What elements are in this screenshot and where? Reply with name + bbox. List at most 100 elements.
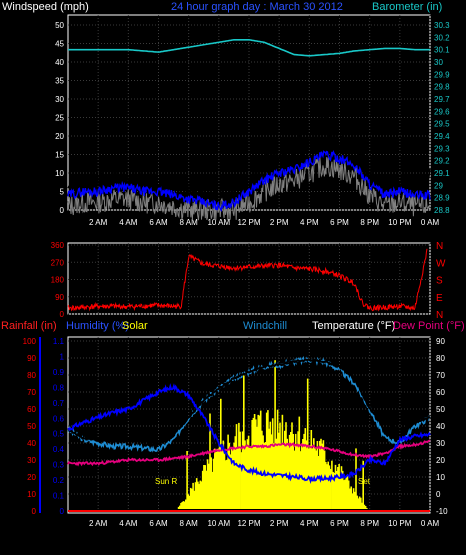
solar-bar — [223, 450, 226, 509]
humidity-tick-label: 0.8 — [53, 383, 65, 392]
solar-bar — [218, 445, 221, 509]
solar-bar — [200, 481, 203, 509]
x-tick-label: 6 PM — [330, 519, 349, 528]
x-tick-label: 4 PM — [300, 218, 319, 227]
solar-bar — [244, 440, 246, 509]
solar-bar — [179, 505, 181, 509]
windspeed-tick-label: 20 — [55, 132, 64, 141]
humidity-tick-label: 1 — [60, 352, 65, 361]
solar-bar — [189, 487, 192, 509]
solar-bar — [243, 373, 245, 509]
solar-bar — [217, 448, 220, 509]
solar-bar — [297, 431, 299, 509]
solar-bar — [209, 413, 211, 509]
solar-bar — [271, 418, 274, 509]
x-tick-label: 6 PM — [330, 218, 349, 227]
solar-bar — [344, 479, 346, 509]
x-tick-label: 0 AM — [421, 519, 440, 528]
direction-tick-label: 0 — [60, 310, 65, 319]
solar-bar — [313, 438, 315, 509]
humidity-tick-label: 0.2 — [53, 476, 65, 485]
solar-bar — [320, 438, 322, 509]
solar-label: Solar — [122, 320, 148, 332]
barometer-axis-title: Barometer (in) — [372, 1, 442, 13]
solar-bar — [362, 460, 364, 509]
solar-bar — [222, 440, 225, 509]
solar-bar — [337, 467, 339, 509]
solar-bar — [198, 483, 200, 509]
barometer-tick-label: 29.3 — [434, 144, 450, 153]
x-tick-label: 4 AM — [119, 218, 138, 227]
temperature-tick-label: 40 — [436, 422, 445, 431]
solar-bar — [229, 454, 232, 509]
humidity-tick-label: 1.1 — [53, 337, 65, 346]
solar-bar — [253, 414, 256, 509]
windspeed-tick-label: 25 — [55, 114, 64, 123]
dewpoint-line — [67, 439, 431, 467]
solar-bar — [293, 450, 296, 509]
rainfall-tick-label: 30 — [27, 456, 36, 465]
solar-bar — [366, 508, 368, 509]
solar-bar — [192, 482, 194, 509]
humidity-tick-label: 0 — [60, 507, 65, 516]
x-tick-label: 10 AM — [207, 218, 230, 227]
solar-bar — [355, 448, 357, 509]
solar-bar — [235, 424, 238, 509]
x-tick-label: 10 AM — [207, 519, 230, 528]
solar-bar — [270, 434, 273, 509]
compass-tick-label: E — [436, 293, 443, 304]
solar-bar — [230, 446, 233, 509]
solar-bar — [204, 465, 206, 509]
solar-bar — [309, 445, 311, 509]
rainfall-tick-label: 70 — [27, 388, 36, 397]
x-tick-label: 2 PM — [270, 218, 289, 227]
solar-bar — [255, 419, 257, 509]
solar-bar — [354, 491, 356, 509]
solar-bar — [345, 476, 348, 509]
direction-line — [67, 248, 428, 312]
solar-bar — [261, 430, 263, 509]
rainfall-tick-label: 90 — [27, 354, 36, 363]
x-tick-label: 2 AM — [89, 519, 108, 528]
solar-bar — [292, 434, 294, 509]
rainfall-axis-title: Rainfall (in) — [1, 320, 57, 332]
humidity-axis-title: Humidity (%) — [66, 320, 129, 332]
windchill-label: Windchill — [243, 320, 287, 332]
rainfall-tick-label: 10 — [27, 490, 36, 499]
rainfall-tick-label: 60 — [27, 405, 36, 414]
temperature-axis: 90 80 70 60 50 40 30 20 10 0 -10 — [436, 337, 448, 516]
barometer-tick-label: 30 — [434, 58, 443, 67]
solar-bar — [252, 417, 255, 509]
solar-bar — [340, 466, 343, 509]
solar-bar — [335, 471, 338, 509]
solar-bar — [180, 503, 182, 509]
solar-bar — [220, 398, 222, 509]
solar-bar — [290, 432, 292, 509]
solar-bar — [250, 445, 252, 509]
solar-bar — [364, 506, 367, 509]
x-tick-label: 0 AM — [421, 218, 440, 227]
solar-bar — [265, 412, 268, 509]
solar-bar — [286, 438, 288, 509]
solar-bar — [346, 475, 349, 509]
barometer-tick-label: 30.3 — [434, 21, 450, 30]
barometer-tick-label: 29.1 — [434, 169, 450, 178]
solar-bar — [212, 458, 215, 509]
barometer-tick-label: 29.7 — [434, 95, 450, 104]
solar-bar — [326, 464, 328, 509]
sunrise-marker: Sun R — [155, 477, 177, 486]
solar-bar — [304, 428, 307, 509]
solar-bar — [239, 431, 241, 509]
solar-bar — [280, 443, 282, 509]
solar-bar — [245, 445, 247, 509]
windspeed-tick-label: 30 — [55, 95, 64, 104]
chart-title: 24 hour graph day : March 30 2012 — [171, 1, 343, 13]
solar-bar — [183, 501, 186, 509]
humidity-tick-label: 0.6 — [53, 414, 65, 423]
solar-bar — [182, 501, 185, 509]
solar-bar — [332, 471, 334, 509]
solar-bar — [322, 440, 325, 509]
solar-bar — [206, 459, 209, 509]
